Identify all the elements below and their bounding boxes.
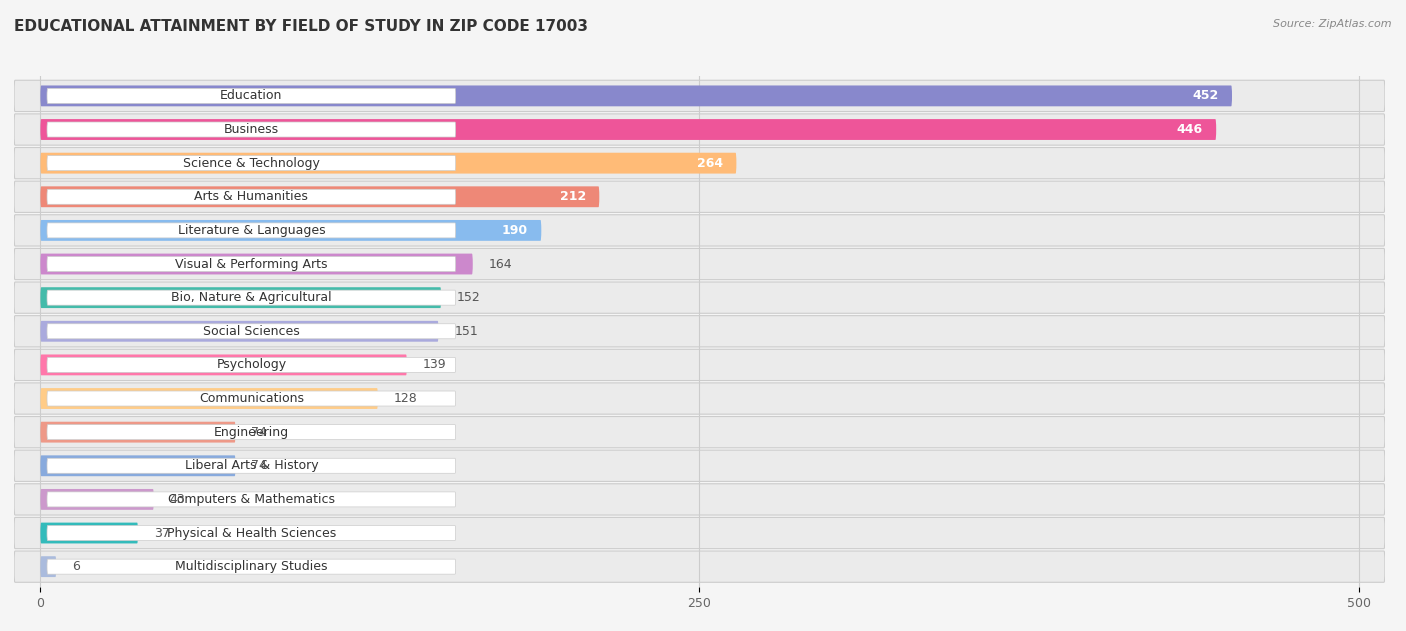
FancyBboxPatch shape (41, 287, 441, 308)
Text: Education: Education (221, 90, 283, 102)
Text: 128: 128 (394, 392, 418, 405)
FancyBboxPatch shape (14, 484, 1385, 515)
FancyBboxPatch shape (46, 88, 456, 103)
FancyBboxPatch shape (14, 517, 1385, 549)
Text: Science & Technology: Science & Technology (183, 156, 319, 170)
FancyBboxPatch shape (41, 355, 406, 375)
Text: Multidisciplinary Studies: Multidisciplinary Studies (176, 560, 328, 573)
FancyBboxPatch shape (46, 391, 456, 406)
FancyBboxPatch shape (41, 119, 1216, 140)
Text: Bio, Nature & Agricultural: Bio, Nature & Agricultural (172, 291, 332, 304)
Text: 139: 139 (423, 358, 446, 372)
Text: Literature & Languages: Literature & Languages (177, 224, 325, 237)
Text: Communications: Communications (198, 392, 304, 405)
FancyBboxPatch shape (14, 416, 1385, 448)
FancyBboxPatch shape (46, 122, 456, 137)
FancyBboxPatch shape (41, 489, 153, 510)
FancyBboxPatch shape (14, 551, 1385, 582)
Text: EDUCATIONAL ATTAINMENT BY FIELD OF STUDY IN ZIP CODE 17003: EDUCATIONAL ATTAINMENT BY FIELD OF STUDY… (14, 19, 588, 34)
FancyBboxPatch shape (46, 425, 456, 440)
FancyBboxPatch shape (14, 249, 1385, 280)
Text: 74: 74 (252, 426, 267, 439)
Text: Arts & Humanities: Arts & Humanities (194, 191, 308, 203)
FancyBboxPatch shape (41, 186, 599, 207)
Text: 6: 6 (72, 560, 80, 573)
FancyBboxPatch shape (46, 526, 456, 541)
FancyBboxPatch shape (14, 282, 1385, 313)
Text: 152: 152 (457, 291, 481, 304)
Text: 446: 446 (1177, 123, 1204, 136)
FancyBboxPatch shape (14, 316, 1385, 347)
Text: 212: 212 (560, 191, 586, 203)
FancyBboxPatch shape (41, 388, 378, 409)
FancyBboxPatch shape (41, 220, 541, 241)
FancyBboxPatch shape (41, 422, 236, 442)
Text: 43: 43 (170, 493, 186, 506)
FancyBboxPatch shape (41, 85, 1232, 106)
Text: 74: 74 (252, 459, 267, 472)
FancyBboxPatch shape (46, 357, 456, 372)
Text: Visual & Performing Arts: Visual & Performing Arts (176, 257, 328, 271)
FancyBboxPatch shape (14, 148, 1385, 179)
FancyBboxPatch shape (41, 254, 472, 274)
FancyBboxPatch shape (46, 156, 456, 170)
FancyBboxPatch shape (46, 324, 456, 339)
FancyBboxPatch shape (14, 80, 1385, 112)
FancyBboxPatch shape (14, 181, 1385, 213)
FancyBboxPatch shape (14, 450, 1385, 481)
Text: Psychology: Psychology (217, 358, 287, 372)
Text: 452: 452 (1192, 90, 1219, 102)
FancyBboxPatch shape (46, 559, 456, 574)
Text: Source: ZipAtlas.com: Source: ZipAtlas.com (1274, 19, 1392, 29)
Text: 264: 264 (697, 156, 723, 170)
Text: Physical & Health Sciences: Physical & Health Sciences (167, 526, 336, 540)
Text: 37: 37 (153, 526, 170, 540)
FancyBboxPatch shape (41, 153, 737, 174)
FancyBboxPatch shape (14, 114, 1385, 145)
FancyBboxPatch shape (41, 557, 56, 577)
Text: 164: 164 (489, 257, 512, 271)
FancyBboxPatch shape (46, 223, 456, 238)
Text: Liberal Arts & History: Liberal Arts & History (184, 459, 318, 472)
FancyBboxPatch shape (14, 350, 1385, 380)
FancyBboxPatch shape (41, 456, 236, 476)
Text: Computers & Mathematics: Computers & Mathematics (167, 493, 335, 506)
FancyBboxPatch shape (41, 522, 138, 543)
FancyBboxPatch shape (41, 321, 439, 342)
FancyBboxPatch shape (46, 189, 456, 204)
FancyBboxPatch shape (46, 290, 456, 305)
Text: 151: 151 (454, 325, 478, 338)
Text: Engineering: Engineering (214, 426, 288, 439)
FancyBboxPatch shape (14, 215, 1385, 246)
FancyBboxPatch shape (46, 257, 456, 271)
FancyBboxPatch shape (46, 458, 456, 473)
Text: Social Sciences: Social Sciences (202, 325, 299, 338)
Text: Business: Business (224, 123, 278, 136)
Text: 190: 190 (502, 224, 529, 237)
FancyBboxPatch shape (14, 383, 1385, 414)
FancyBboxPatch shape (46, 492, 456, 507)
